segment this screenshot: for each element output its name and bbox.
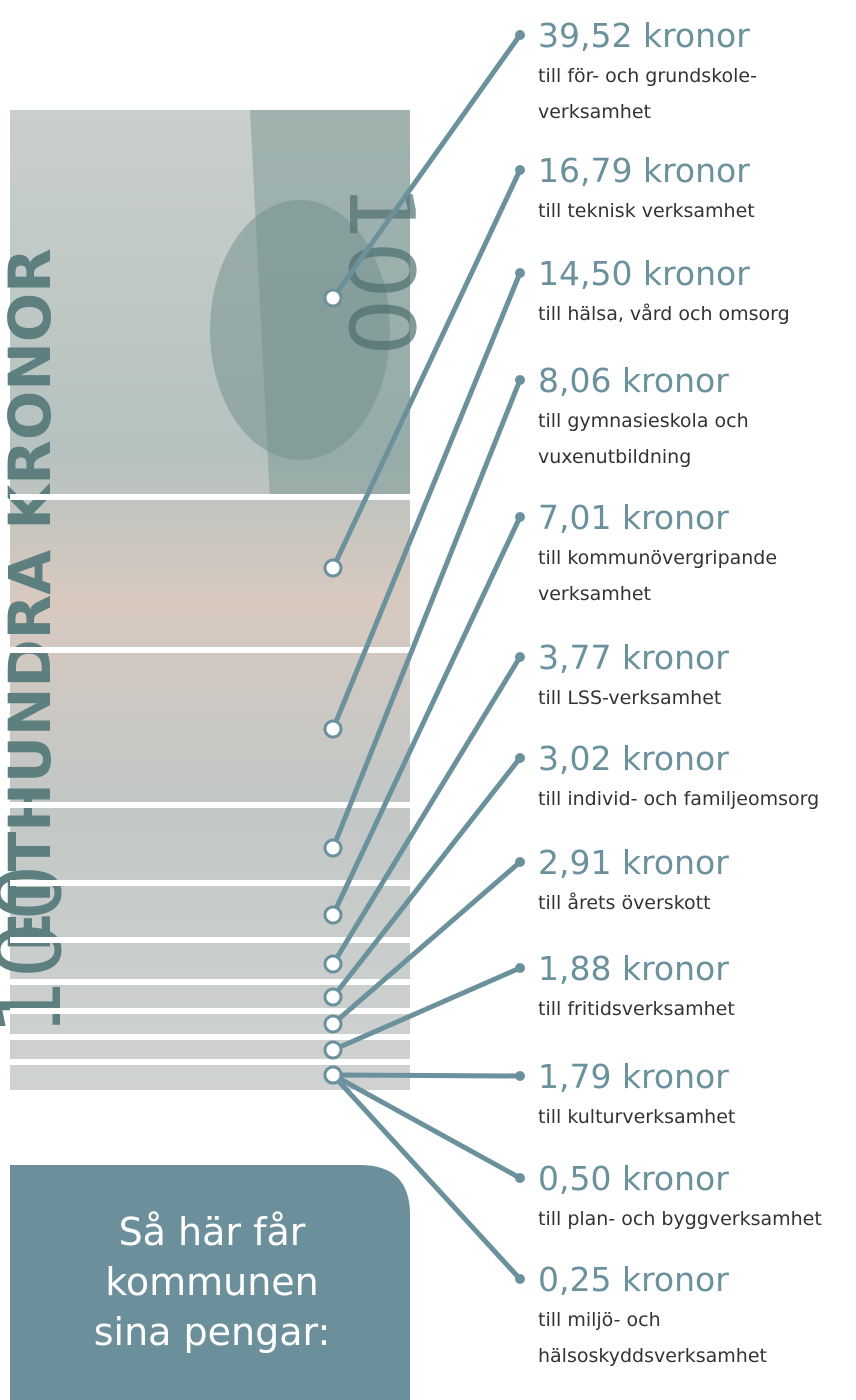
strip-gap	[10, 1034, 410, 1040]
amount: 0,25 kronor	[538, 1260, 729, 1299]
bullet	[515, 753, 525, 763]
amount: 7,01 kronor	[538, 498, 729, 537]
description: verksamhet	[538, 583, 651, 605]
amount: 1,88 kronor	[538, 949, 729, 988]
strip-gap	[10, 979, 410, 985]
description: till kommunövergripande	[538, 547, 777, 569]
banknote-denomination-large: 100	[328, 184, 433, 356]
description: hälsoskyddsverksamhet	[538, 1345, 767, 1367]
description: till plan- och byggverksamhet	[538, 1208, 822, 1230]
bullet	[515, 165, 525, 175]
bullet	[515, 1274, 525, 1284]
box-text: sina pengar:	[94, 1310, 331, 1354]
description: till individ- och familjeomsorg	[538, 788, 819, 810]
amount: 0,50 kronor	[538, 1159, 729, 1198]
bullet	[515, 963, 525, 973]
note-marker	[325, 840, 341, 856]
box-text: kommunen	[105, 1260, 319, 1304]
description: verksamhet	[538, 101, 651, 123]
amount: 3,77 kronor	[538, 638, 729, 677]
amount: 2,91 kronor	[538, 843, 729, 882]
amount: 1,79 kronor	[538, 1057, 729, 1096]
amount: 3,02 kronor	[538, 739, 729, 778]
bullet	[515, 857, 525, 867]
connector	[333, 1075, 520, 1178]
bullet	[515, 268, 525, 278]
strip-gap	[10, 1059, 410, 1065]
amount: 8,06 kronor	[538, 361, 729, 400]
amount: 14,50 kronor	[538, 254, 750, 293]
note-marker	[325, 956, 341, 972]
note-marker	[325, 560, 341, 576]
bullet	[515, 1173, 525, 1183]
note-marker	[325, 989, 341, 1005]
description: till LSS-verksamhet	[538, 687, 721, 709]
note-marker	[325, 721, 341, 737]
description: till miljö- och	[538, 1309, 661, 1331]
amount: 39,52 kronor	[538, 16, 750, 55]
bullet	[515, 1071, 525, 1081]
note-marker	[325, 290, 341, 306]
description: till för- och grundskole-	[538, 65, 757, 87]
bullet	[515, 652, 525, 662]
note-marker	[325, 907, 341, 923]
amount: 16,79 kronor	[538, 151, 750, 190]
strip-gap	[10, 647, 410, 653]
note-marker	[325, 1016, 341, 1032]
description: till gymnasieskola och	[538, 410, 749, 432]
description: till teknisk verksamhet	[538, 200, 755, 222]
description: vuxenutbildning	[538, 446, 691, 468]
description: till årets överskott	[538, 891, 711, 914]
infographic: ETTHUNDRA KRONOR 100 100 39,52 kronortil…	[0, 0, 856, 1400]
bullet	[515, 375, 525, 385]
bullet	[515, 30, 525, 40]
strip-gap	[10, 494, 410, 500]
note-marker	[325, 1042, 341, 1058]
description: till kulturverksamhet	[538, 1106, 735, 1128]
description: till fritidsverksamhet	[538, 998, 735, 1020]
note-marker	[325, 1067, 341, 1083]
box-text: Så här får	[119, 1210, 306, 1254]
description: till hälsa, vård och omsorg	[538, 302, 790, 325]
banknote-title: ETTHUNDRA KRONOR	[0, 248, 64, 952]
connector	[333, 1075, 520, 1076]
bullet	[515, 512, 525, 522]
